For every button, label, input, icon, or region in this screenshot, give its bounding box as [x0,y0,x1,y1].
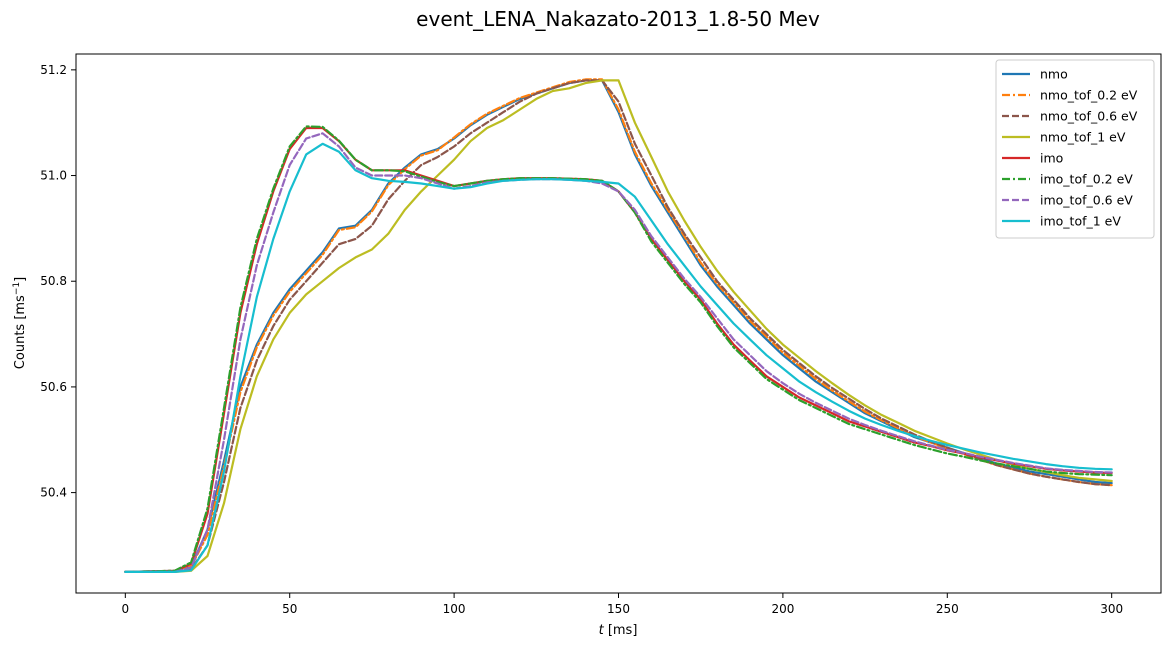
y-tick-label: 51.0 [40,169,67,183]
y-tick-label: 51.2 [40,63,67,77]
series-line-2 [124,79,1113,573]
x-tick-label: 0 [121,602,129,616]
y-axis-label: Counts [ms−1] [12,277,28,369]
legend-label: imo_tof_1 eV [1040,214,1121,229]
x-tick-label: 50 [282,602,297,616]
y-axis-label-suffix: ] [13,277,28,282]
series-line-7 [124,142,1113,573]
x-tick-label: 300 [1100,602,1123,616]
y-tick-label: 50.4 [40,486,67,500]
legend: nmo nmo_tof_0.2 eV nmo_tof_0.6 eV nmo_tof_1… [995,59,1155,239]
chart-title: event_LENA_Nakazato-2013_1.8-50 Mev [416,7,820,31]
y-axis-label-sup: −1 [12,282,22,295]
x-tick-label: 250 [936,602,959,616]
y-axis-label-prefix: Counts [ms [13,295,28,369]
x-tick-label: 100 [443,602,466,616]
series-line-5 [124,125,1113,573]
legend-label: imo_tof_0.6 eV [1040,193,1133,208]
legend-label: nmo_tof_0.2 eV [1040,88,1138,103]
x-tick-label: 200 [771,602,794,616]
series-layer [124,78,1113,573]
y-tick-label: 50.6 [40,380,67,394]
x-tick-label: 150 [607,602,630,616]
legend-box [995,59,1155,239]
series-line-6 [124,132,1113,573]
y-axis: 50.4 50.6 50.8 51.0 51.2 [40,63,76,500]
x-axis-label-unit: [ms] [604,623,638,638]
x-axis: 0 50 100 150 200 250 300 [121,593,1123,616]
x-axis-label: t [ms] [599,623,638,638]
legend-label: imo_tof_0.2 eV [1040,172,1133,187]
x-axis-label-var: t [599,623,605,638]
legend-label: nmo_tof_1 eV [1040,130,1126,145]
legend-label: nmo [1040,67,1068,82]
y-tick-label: 50.8 [40,274,67,288]
legend-label: nmo_tof_0.6 eV [1040,109,1138,124]
legend-label: imo [1040,151,1063,166]
